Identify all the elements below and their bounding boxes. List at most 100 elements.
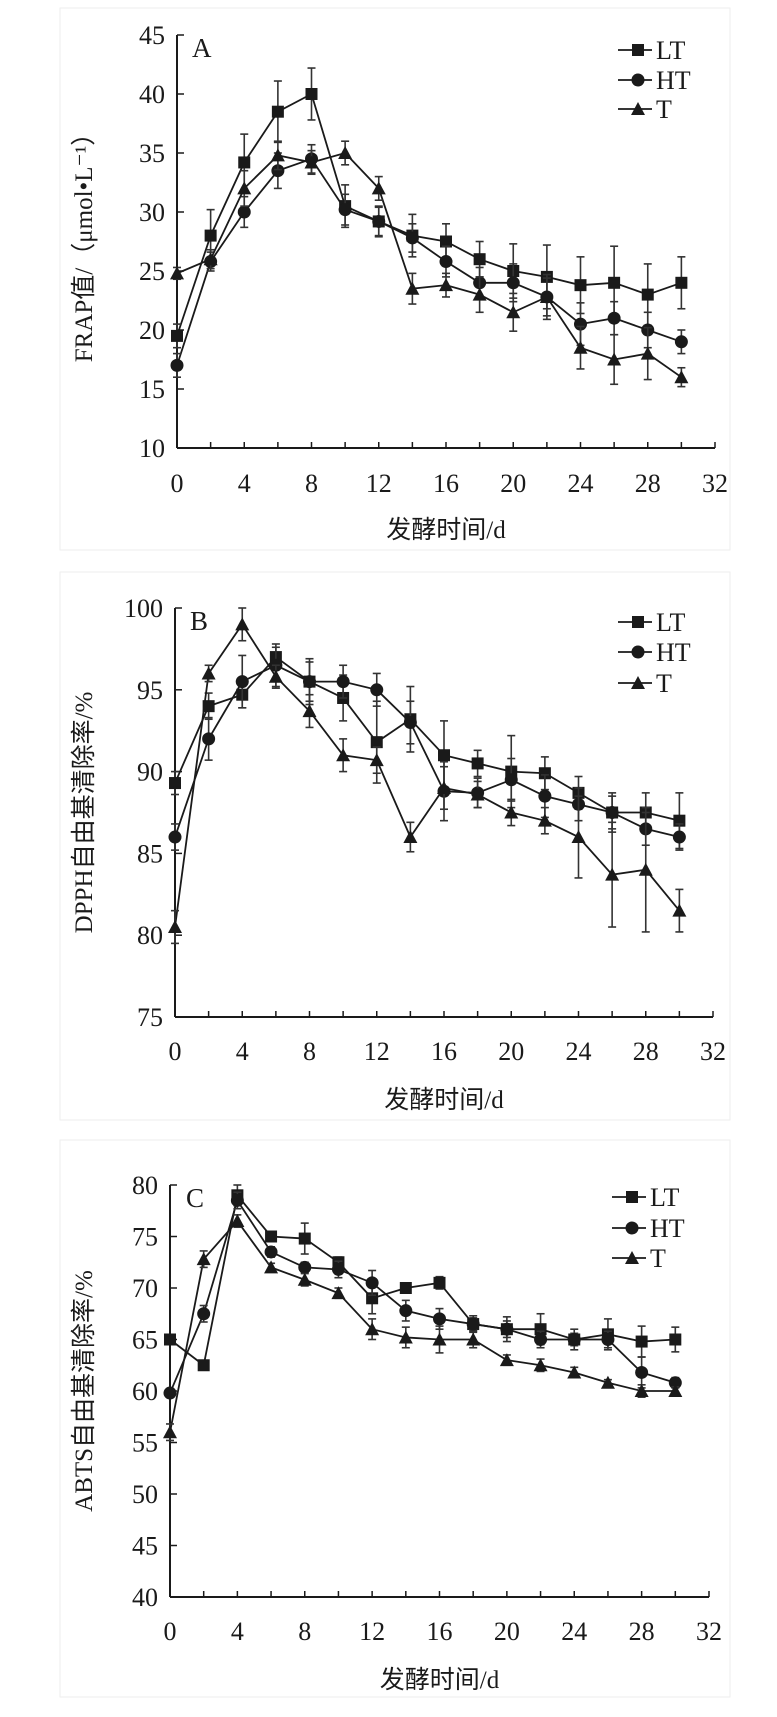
x-tick-label: 12 <box>366 469 392 498</box>
y-tick-label: 85 <box>137 839 163 868</box>
data-point <box>336 675 350 689</box>
data-point <box>571 830 586 844</box>
data-point <box>264 1245 278 1259</box>
x-tick-label: 28 <box>633 1037 659 1066</box>
x-tick-label: 12 <box>364 1037 390 1066</box>
panel-letter: A <box>192 33 212 63</box>
x-tick-label: 0 <box>169 1037 182 1066</box>
data-point <box>171 329 183 342</box>
data-point <box>433 1312 446 1326</box>
data-point <box>607 352 622 366</box>
y-tick-label: 55 <box>132 1429 158 1458</box>
legend-label: LT <box>656 36 685 65</box>
data-point <box>196 1252 211 1266</box>
x-tick-label: 24 <box>568 469 594 498</box>
data-point <box>674 370 689 384</box>
data-point <box>573 340 588 354</box>
data-point <box>336 748 351 762</box>
series-ht <box>163 1191 682 1400</box>
series-line <box>176 151 682 378</box>
y-tick-label: 10 <box>139 434 165 463</box>
data-point <box>538 767 551 780</box>
data-point <box>672 903 687 917</box>
data-point <box>331 1262 345 1276</box>
data-point <box>674 335 688 349</box>
data-point <box>365 1276 379 1290</box>
data-point <box>302 704 317 718</box>
series-ht <box>170 143 688 379</box>
data-point <box>433 1276 446 1289</box>
y-tick-label: 100 <box>124 594 163 623</box>
legend-item-lt: LT <box>618 36 685 65</box>
y-tick-label: 50 <box>132 1480 158 1509</box>
series-t <box>170 140 689 388</box>
x-tick-label: 0 <box>164 1617 177 1646</box>
data-point <box>405 231 419 245</box>
data-point <box>504 773 518 787</box>
data-point <box>168 830 182 844</box>
series-line <box>169 1198 676 1394</box>
data-point <box>506 276 520 290</box>
series-line <box>174 664 680 838</box>
data-point <box>164 1333 176 1346</box>
data-point <box>438 749 450 762</box>
data-point <box>574 317 587 331</box>
data-point <box>201 666 216 680</box>
data-point <box>403 830 418 844</box>
series-t <box>163 1214 683 1442</box>
data-point <box>473 253 486 266</box>
x-tick-label: 20 <box>498 1037 524 1066</box>
y-tick-label: 65 <box>132 1326 158 1355</box>
y-tick-label: 70 <box>132 1274 158 1303</box>
data-point <box>331 1286 346 1300</box>
data-point <box>634 1384 649 1397</box>
y-tick-label: 60 <box>132 1377 158 1406</box>
data-point <box>466 1317 480 1331</box>
legend-label: T <box>650 1244 666 1273</box>
data-point <box>202 700 215 713</box>
legend-marker <box>625 1251 639 1264</box>
data-point <box>202 732 216 746</box>
legend-item-lt: LT <box>618 608 685 637</box>
data-point <box>504 805 519 819</box>
panel-frame <box>59 571 731 1121</box>
y-tick-label: 20 <box>139 316 165 345</box>
data-point <box>567 1365 582 1379</box>
y-axis-title: ABTS自由基清除率/% <box>70 1270 98 1512</box>
data-point <box>538 789 552 803</box>
data-point <box>635 1335 648 1348</box>
x-tick-label: 4 <box>238 469 251 498</box>
data-point <box>534 1333 548 1346</box>
x-tick-label: 4 <box>236 1037 249 1066</box>
data-point <box>471 757 484 770</box>
data-point <box>298 1232 311 1245</box>
y-tick-label: 80 <box>132 1171 158 1200</box>
y-tick-label: 40 <box>139 80 165 109</box>
series-line <box>169 1219 676 1433</box>
x-tick-label: 0 <box>171 469 184 498</box>
data-point <box>268 669 283 683</box>
y-tick-label: 25 <box>139 257 165 286</box>
data-point <box>499 1353 514 1367</box>
data-point <box>638 862 653 876</box>
legend-item-t: T <box>618 669 672 698</box>
panel-letter: B <box>190 606 208 636</box>
data-point <box>466 1332 481 1346</box>
x-tick-label: 32 <box>702 469 728 498</box>
data-point <box>369 753 384 767</box>
data-point <box>170 358 184 372</box>
data-point <box>168 920 182 934</box>
data-point <box>271 105 284 118</box>
chart-panel-c: 0 4 8 12 16 20 24 28 32 40 45 50 55 60 65 70 75 80 发酵时间/d A… <box>59 1139 731 1698</box>
legend-marker <box>631 73 645 87</box>
data-point <box>605 806 619 819</box>
series-line <box>176 157 682 366</box>
series-t <box>168 607 687 945</box>
legend-item-t: T <box>618 95 672 124</box>
y-tick-label: 45 <box>132 1532 158 1561</box>
legend-item-t: T <box>612 1244 666 1273</box>
data-point <box>534 1323 547 1336</box>
x-tick-label: 8 <box>303 1037 316 1066</box>
y-tick-label: 40 <box>132 1583 158 1612</box>
